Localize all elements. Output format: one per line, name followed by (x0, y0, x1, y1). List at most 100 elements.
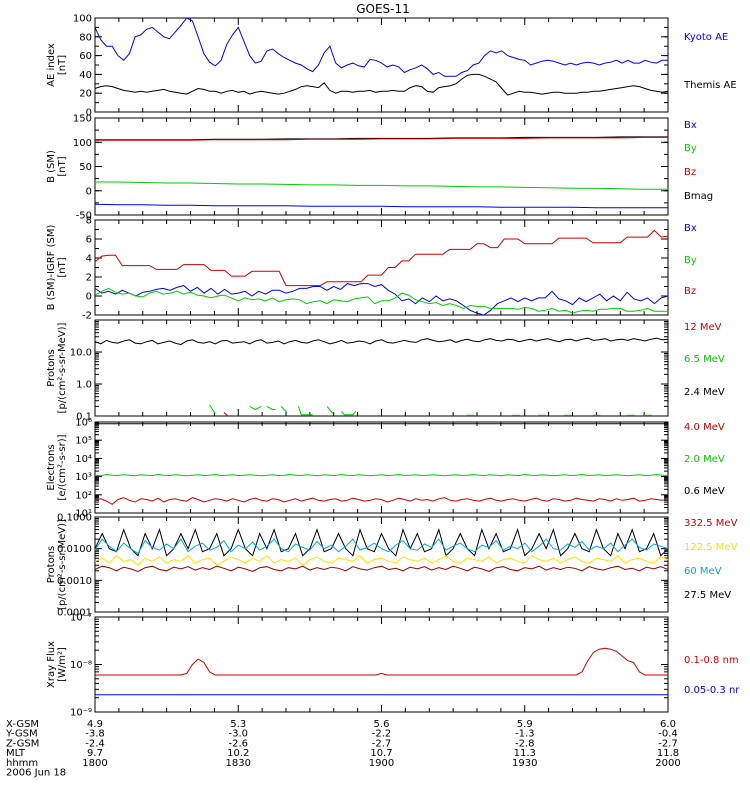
ephemeris-value: 5.9 (517, 719, 533, 730)
y-tick-label: 80 (79, 32, 92, 43)
y-axis-label: Electrons[e/(cm²-s-sr)] (46, 434, 68, 500)
series-fragment (249, 405, 262, 411)
series-line-by (95, 181, 668, 190)
y-tick-label: 40 (79, 70, 92, 81)
y-tick-label: 2 (86, 273, 92, 284)
series-line-bx (94, 203, 668, 209)
ephemeris-row-name: X-GSM (6, 719, 39, 730)
ephemeris-row-name: hhmm (6, 758, 38, 769)
legend-entry: 27.5 MeV (684, 590, 731, 601)
y-axis-label: AE index[nT] (46, 43, 68, 87)
ephemeris-value: 1830 (226, 758, 251, 769)
y-axis-label-line: Protons (46, 546, 57, 583)
ephemeris-value: 10.2 (227, 748, 249, 759)
y-tick-label: 10² (75, 490, 92, 501)
y-axis-label: Xray Flux[W/m²] (46, 641, 68, 688)
series-line-by (94, 287, 668, 314)
ephemeris-value: -2.8 (515, 738, 535, 749)
y-tick-label: 10⁵ (75, 436, 92, 447)
y-tick-label: 0.1 (76, 412, 92, 423)
legend-entry: By (684, 255, 697, 266)
panel-frame (94, 117, 669, 216)
ephemeris-value: -2.7 (658, 738, 678, 749)
y-tick-label: 10⁶ (75, 418, 92, 429)
legend-entry: Bmag (684, 191, 713, 202)
y-axis-label: Protons[p/(cm²-s-sr-MeV)] (46, 519, 68, 610)
panel-frame (94, 319, 669, 417)
y-tick-label: 0.0100 (57, 544, 92, 555)
ephemeris-value: 10.7 (370, 748, 392, 759)
ephemeris-value: -3.8 (85, 729, 105, 740)
panel-frame (94, 616, 669, 713)
legend-entry: 2.0 MeV (684, 454, 725, 465)
y-axis-label-line: AE index (46, 43, 57, 87)
series-line-themis-ae (94, 73, 669, 96)
panel-frame (94, 17, 669, 113)
ephemeris-row-name: Y-GSM (5, 729, 38, 740)
y-tick-label: 10⁻⁹ (70, 708, 92, 719)
y-axis-label-line: B (SM) (46, 150, 57, 183)
ephemeris-value: 11.3 (514, 748, 536, 759)
ephemeris-value: 5.3 (230, 719, 246, 730)
series-line-60-mev (94, 555, 669, 566)
y-tick-label: 0 (86, 186, 92, 197)
legend-entry: Bx (684, 120, 697, 131)
series-fragment (223, 412, 229, 417)
panel-electrons: 10¹ 10² 10³ 10⁴ 10⁵ 10⁶ Electrons[e/(cm²-s-sr)… (46, 418, 725, 520)
ephemeris-value: -2.4 (85, 738, 105, 749)
y-tick-label: 50 (79, 162, 92, 173)
ephemeris-value: 9.7 (87, 748, 103, 759)
ephemeris-value: 11.8 (657, 748, 679, 759)
panel-bsm: -50 0 50 100 150 B (SM)[nT] Bx By Bz Bmag (46, 114, 713, 222)
series-fragment (297, 406, 313, 416)
ephemeris-value: 1930 (512, 758, 537, 769)
y-tick-label: 10.0 (70, 348, 92, 359)
y-tick-label: 10³ (75, 472, 92, 483)
y-axis-label-line: Electrons (46, 444, 57, 490)
y-axis-label-line: [e/(cm²-s-sr)] (57, 434, 68, 500)
legend-entry: 0.1-0.8 nm (684, 655, 739, 666)
series-fragment (341, 410, 357, 416)
legend-entry: 4.0 MeV (684, 422, 725, 433)
y-tick-label: 10⁻⁷ (70, 613, 92, 624)
y-tick-label: 4 (86, 254, 92, 265)
y-axis-label: Protons[p/(cm²-s-sr-MeV)] (46, 322, 68, 413)
y-tick-label: 100 (73, 14, 92, 25)
y-axis-label-line: [p/(cm²-s-sr-MeV)] (57, 322, 68, 413)
series-line-27-5-mev (94, 565, 669, 573)
legend-entry: Bz (684, 167, 696, 178)
ephemeris-table: X-GSM 4.9 5.3 5.6 5.9 6.0 Y-GSM -3.8 -3.0 -2.2 -1.… (5, 719, 681, 779)
y-axis-label-line: Xray Flux (46, 641, 57, 688)
series-line-0-1-0-8-nm (95, 647, 668, 676)
y-tick-label: 60 (79, 51, 92, 62)
legend-entry: 122.5 MeV (684, 542, 738, 553)
ephemeris-value: 2000 (655, 758, 680, 769)
chart-title: GOES-11 (356, 2, 410, 16)
y-axis-label: B (SM)-IGRF (SM)[nT] (46, 225, 68, 311)
series-line-bx (94, 283, 669, 316)
ephemeris-value: -2.6 (228, 738, 248, 749)
y-axis-label-line: [nT] (57, 257, 68, 277)
legend-entry: Bx (684, 223, 697, 234)
ephemeris-value: 6.0 (660, 719, 676, 730)
y-tick-label: 0 (86, 108, 92, 119)
legend-entry: 12 MeV (684, 322, 722, 333)
series-line-2-4-mev (94, 337, 669, 346)
legend-entry: Themis AE (683, 80, 737, 91)
ephemeris-value: -2.2 (372, 729, 392, 740)
series-fragment (209, 404, 216, 414)
series-line-kyoto-ae (94, 17, 668, 77)
ephemeris-value: 1900 (369, 758, 394, 769)
series-line-2-0-mev (94, 473, 669, 477)
legend-entry: Kyoto AE (684, 32, 728, 43)
y-tick-label: 0.0001 (57, 608, 92, 619)
legend-entry: 6.5 MeV (684, 354, 725, 365)
y-tick-label: 0 (86, 292, 92, 303)
panel-xray: 10⁻⁹ 10⁻⁸ 10⁻⁷ Xray Flux[W/m²] 0.1-0.8 nm 0.0… (46, 613, 740, 719)
y-axis-label-line: B (SM)-IGRF (SM) (46, 225, 57, 311)
ephemeris-value: 5.6 (374, 719, 390, 730)
y-tick-label: 0.1000 (57, 513, 92, 524)
ephemeris-row-name: MLT (6, 748, 26, 759)
